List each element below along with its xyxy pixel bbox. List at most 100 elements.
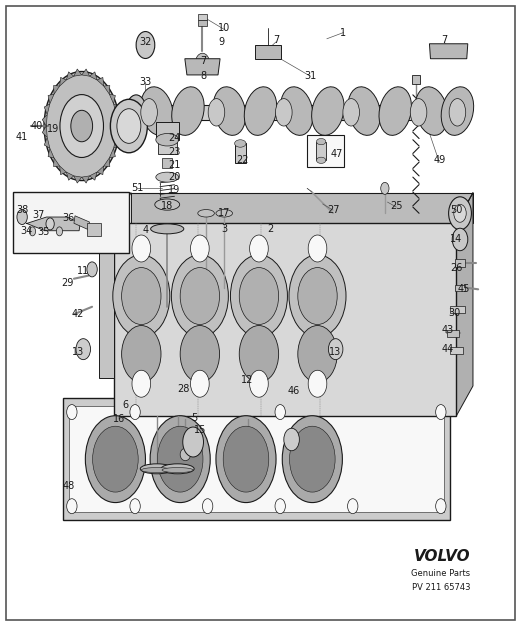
Ellipse shape [195,53,210,74]
Text: VOLVO: VOLVO [414,548,470,563]
Ellipse shape [85,416,145,503]
Ellipse shape [141,99,157,126]
Polygon shape [97,78,104,86]
Polygon shape [116,115,121,126]
Text: 16: 16 [114,414,126,424]
Ellipse shape [198,210,214,217]
Bar [115,223,456,416]
Bar [199,14,207,20]
Bar [234,143,246,163]
Text: 29: 29 [61,278,74,288]
Text: 45: 45 [458,284,470,294]
Text: 2: 2 [268,224,274,234]
Ellipse shape [234,140,246,147]
Ellipse shape [282,416,342,503]
Ellipse shape [328,339,343,359]
Text: 40: 40 [31,121,43,131]
Ellipse shape [244,87,277,135]
Ellipse shape [180,448,191,461]
Ellipse shape [275,499,286,514]
Text: 8: 8 [201,71,206,81]
Polygon shape [82,176,90,183]
Bar [199,20,207,26]
Text: 6: 6 [123,400,129,410]
Text: 24: 24 [168,133,181,143]
Text: 9: 9 [218,37,224,47]
Ellipse shape [87,262,97,277]
Polygon shape [74,69,82,76]
Text: 41: 41 [16,131,28,141]
Text: 46: 46 [288,386,300,396]
Text: 28: 28 [178,384,190,394]
Ellipse shape [76,339,91,359]
Ellipse shape [141,87,173,135]
Bar [156,122,179,140]
Ellipse shape [171,255,228,337]
Text: 27: 27 [327,205,339,215]
Ellipse shape [150,416,210,503]
Bar [87,223,102,236]
Ellipse shape [140,464,173,474]
Text: 13: 13 [329,347,341,357]
Polygon shape [109,148,115,158]
Ellipse shape [155,199,180,210]
Ellipse shape [308,235,327,262]
Ellipse shape [316,138,326,145]
Polygon shape [42,115,47,126]
Ellipse shape [290,426,335,492]
Polygon shape [104,85,110,94]
Ellipse shape [180,267,219,324]
Text: 26: 26 [450,263,463,273]
Ellipse shape [130,499,140,514]
Polygon shape [90,72,97,80]
Text: 1: 1 [340,28,346,38]
Text: 34: 34 [20,226,32,236]
Ellipse shape [67,404,77,419]
Bar [450,347,463,354]
Ellipse shape [191,370,209,398]
Text: 38: 38 [16,205,28,215]
Text: 51: 51 [131,183,143,193]
Ellipse shape [151,224,184,234]
Text: 19: 19 [168,185,181,195]
Text: 17: 17 [218,208,230,218]
Ellipse shape [56,227,63,236]
Ellipse shape [156,133,179,146]
Text: 10: 10 [218,23,230,33]
Bar [131,105,468,120]
Ellipse shape [348,499,358,514]
Text: 31: 31 [304,71,316,81]
Text: 44: 44 [442,344,454,354]
Text: 7: 7 [441,35,448,45]
Ellipse shape [275,404,286,419]
Ellipse shape [280,87,313,135]
Text: 33: 33 [139,78,152,88]
Ellipse shape [452,228,468,250]
Text: 11: 11 [77,265,90,275]
Ellipse shape [298,267,337,324]
Ellipse shape [126,95,146,130]
Polygon shape [255,45,281,59]
Ellipse shape [276,99,292,126]
Text: 15: 15 [194,425,206,435]
Ellipse shape [60,95,104,158]
Ellipse shape [132,370,151,398]
Ellipse shape [113,255,170,337]
Polygon shape [114,137,119,148]
Text: 35: 35 [38,227,50,237]
Text: 7: 7 [201,56,207,66]
Polygon shape [54,85,60,94]
Ellipse shape [250,235,268,262]
Ellipse shape [415,87,448,135]
Ellipse shape [436,404,446,419]
Ellipse shape [454,204,466,222]
Bar [307,135,344,167]
Polygon shape [114,104,119,115]
Bar [158,141,177,154]
Text: 36: 36 [63,213,75,223]
Ellipse shape [436,499,446,514]
Ellipse shape [379,87,412,135]
Polygon shape [97,166,104,175]
Ellipse shape [203,499,213,514]
Ellipse shape [93,426,138,492]
